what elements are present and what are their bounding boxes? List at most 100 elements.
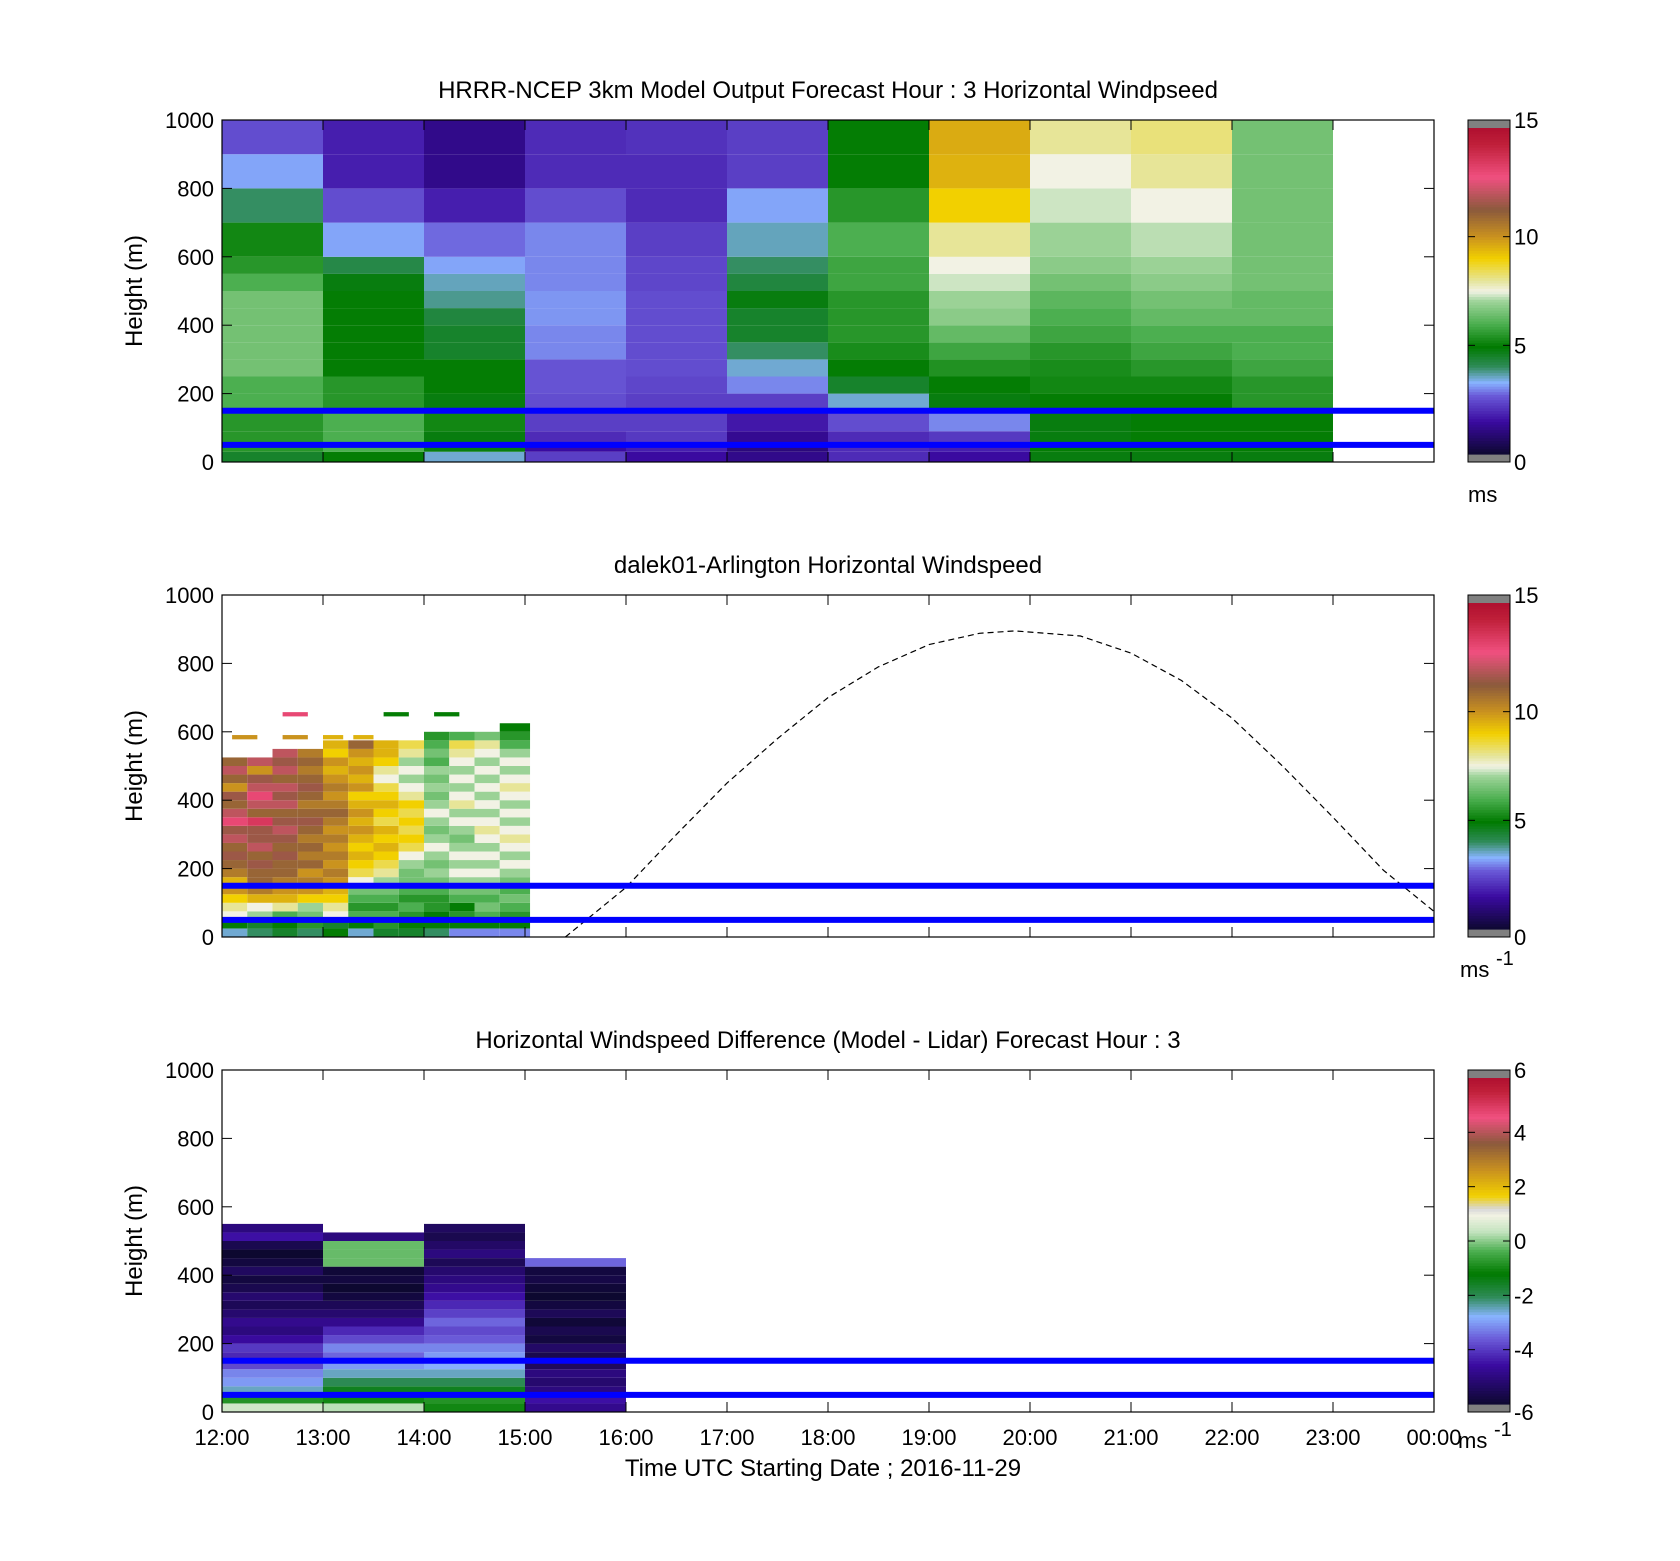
- heatmap-cell: [222, 800, 248, 809]
- heatmap-cell: [424, 1369, 525, 1378]
- heatmap-cell: [1131, 342, 1232, 360]
- heatmap-cell: [348, 825, 374, 835]
- heatmap-cell: [297, 825, 323, 835]
- colorbar-swatch: [1468, 1140, 1510, 1144]
- colorbar-swatch: [1468, 1384, 1510, 1389]
- heatmap-cell: [424, 1394, 525, 1404]
- heatmap-cell: [449, 885, 475, 895]
- heatmap-cell: [222, 1394, 323, 1404]
- heatmap-cell: [373, 817, 399, 826]
- heatmap-cell: [323, 393, 424, 411]
- colorbar-swatch: [1468, 209, 1510, 213]
- colorbar-swatch: [1468, 1322, 1510, 1326]
- colorbar-swatch: [1468, 166, 1510, 170]
- colorbar-swatch: [1468, 383, 1510, 387]
- heatmap-cell: [474, 748, 500, 758]
- heatmap-cell: [449, 757, 475, 766]
- heatmap-cell: [424, 842, 450, 852]
- colorbar-swatch: [1468, 695, 1510, 699]
- heatmap-cell: [1131, 444, 1232, 452]
- heatmap-cell: [424, 444, 525, 452]
- heatmap-cell: [525, 431, 626, 445]
- heatmap-cell: [222, 1377, 323, 1387]
- heatmap-cell: [247, 842, 273, 852]
- heatmap-cell: [297, 902, 323, 912]
- heatmap-cell: [323, 1241, 424, 1250]
- colorbar-swatch: [1468, 844, 1510, 849]
- colorbar-swatch: [1468, 1298, 1510, 1302]
- heatmap-cell: [373, 834, 399, 843]
- y-tick-label: 600: [177, 1195, 214, 1220]
- colorbar-swatch: [1468, 421, 1510, 425]
- colorbar-swatch: [1468, 703, 1510, 707]
- heatmap-cell: [449, 817, 475, 826]
- heatmap-cell: [297, 800, 323, 809]
- heatmap-cell: [727, 120, 828, 155]
- heatmap-cell: [828, 308, 929, 326]
- heatmap-cell: [398, 766, 424, 775]
- heatmap-cell: [373, 919, 399, 929]
- heatmap-cell: [373, 783, 399, 792]
- heatmap-cell: [222, 393, 323, 411]
- heatmap-cell: [424, 902, 450, 912]
- heatmap-cell: [525, 222, 626, 257]
- y-axis-label: Height (m): [121, 1185, 148, 1297]
- heatmap-cell: [499, 851, 531, 861]
- colorbar-frame: [1467, 119, 1511, 463]
- colorbar-swatch: [1468, 1078, 1510, 1082]
- panel-difference: Horizontal Windspeed Difference (Model -…: [121, 1027, 1534, 1482]
- heatmap-cell: [449, 766, 475, 775]
- heatmap-cell: [828, 120, 929, 155]
- heatmap-cell: [499, 894, 531, 903]
- heatmap-cell: [348, 817, 374, 826]
- heatmap-cell: [828, 359, 929, 377]
- colorbar-swatch: [1468, 410, 1510, 414]
- colorbar-swatch: [1468, 201, 1510, 205]
- colorbar-swatch: [1468, 233, 1510, 238]
- heatmap-cell: [474, 817, 500, 826]
- colorbar-tick-label: 15: [1514, 583, 1538, 608]
- heatmap-cell: [247, 902, 273, 912]
- colorbar-swatch: [1468, 1137, 1510, 1142]
- heatmap-cell: [297, 928, 323, 937]
- colorbar-swatch: [1468, 1257, 1510, 1261]
- heatmap-cell: [222, 376, 323, 394]
- colorbar-swatch: [1468, 649, 1510, 653]
- colorbar-swatch: [1468, 1148, 1510, 1152]
- heatmap-cell: [398, 757, 424, 766]
- colorbar-swatch: [1468, 1254, 1510, 1258]
- colorbar-swatch: [1468, 858, 1510, 862]
- heatmap-cell: [323, 740, 349, 749]
- colorbar-swatch: [1468, 1086, 1510, 1090]
- colorbar-swatch: [1468, 635, 1510, 639]
- heatmap-cell: [323, 444, 424, 452]
- heatmap-cell: [424, 851, 450, 861]
- heatmap-cell: [323, 1266, 424, 1276]
- heatmap-cell: [929, 444, 1030, 452]
- colorbar-swatch: [1468, 187, 1510, 192]
- colorbar-swatch: [1468, 214, 1510, 219]
- colorbar-swatch: [1468, 676, 1510, 680]
- heatmap-cell: [499, 740, 531, 749]
- colorbar-tick-label: 0: [1514, 450, 1526, 475]
- heatmap-cell: [272, 774, 298, 784]
- heatmap-cell: [1232, 256, 1333, 274]
- colorbar-swatch: [1468, 613, 1510, 618]
- colorbar-overflow-cap: [1468, 1070, 1510, 1078]
- colorbar-swatch: [1468, 1156, 1510, 1161]
- colorbar-swatch: [1468, 668, 1510, 672]
- panel-title: Horizontal Windspeed Difference (Model -…: [475, 1027, 1180, 1054]
- colorbar-swatch: [1468, 1374, 1510, 1378]
- heatmap-cell: [222, 1403, 323, 1412]
- colorbar-swatch: [1468, 755, 1510, 759]
- colorbar-swatch: [1468, 1401, 1510, 1405]
- colorbar-underflow-cap: [1468, 1404, 1510, 1412]
- heatmap-cell: [323, 919, 349, 929]
- colorbar-swatch: [1468, 1091, 1510, 1095]
- heatmap-cell: [525, 1386, 626, 1395]
- heatmap-cell: [247, 851, 273, 861]
- colorbar-swatch: [1468, 869, 1510, 873]
- colorbar-swatch: [1468, 155, 1510, 159]
- colorbar-tick-label: -4: [1514, 1338, 1534, 1363]
- heatmap-cell: [272, 825, 298, 835]
